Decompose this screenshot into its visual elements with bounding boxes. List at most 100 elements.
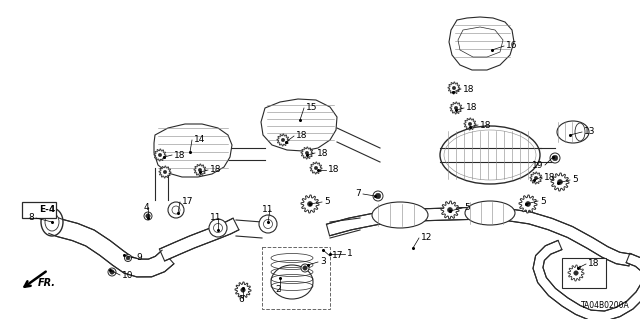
Polygon shape	[261, 99, 337, 151]
Text: 18: 18	[466, 103, 477, 113]
Bar	[262, 247, 330, 309]
Text: 5: 5	[324, 197, 330, 206]
Polygon shape	[235, 282, 251, 298]
Text: 18: 18	[174, 151, 186, 160]
Ellipse shape	[314, 166, 317, 170]
Text: 18: 18	[588, 259, 600, 269]
Ellipse shape	[259, 215, 277, 233]
Text: 18: 18	[210, 166, 221, 174]
Text: 10: 10	[122, 271, 134, 279]
Polygon shape	[450, 102, 462, 114]
Polygon shape	[194, 164, 206, 176]
Ellipse shape	[465, 201, 515, 225]
Text: 6: 6	[238, 295, 244, 305]
Polygon shape	[519, 195, 537, 213]
Text: 15: 15	[306, 103, 317, 113]
Ellipse shape	[301, 264, 309, 272]
Ellipse shape	[305, 151, 308, 155]
Text: 18: 18	[317, 149, 328, 158]
Ellipse shape	[534, 176, 538, 180]
Text: TA04B0200A: TA04B0200A	[581, 301, 630, 310]
Text: E-4: E-4	[39, 205, 55, 214]
Ellipse shape	[373, 191, 383, 201]
Text: 18: 18	[480, 121, 492, 130]
Ellipse shape	[468, 122, 472, 126]
Ellipse shape	[214, 224, 223, 233]
Polygon shape	[551, 173, 569, 191]
Polygon shape	[154, 149, 166, 161]
Ellipse shape	[282, 138, 285, 142]
Polygon shape	[49, 217, 174, 277]
Polygon shape	[301, 195, 319, 213]
Text: 17: 17	[182, 197, 193, 206]
Ellipse shape	[110, 270, 114, 274]
Polygon shape	[464, 118, 476, 130]
Text: 1: 1	[347, 249, 353, 258]
Ellipse shape	[125, 255, 131, 262]
Ellipse shape	[550, 153, 560, 163]
Text: 5: 5	[540, 197, 546, 205]
Ellipse shape	[452, 86, 456, 90]
Text: 9: 9	[136, 254, 141, 263]
Ellipse shape	[146, 214, 150, 218]
Ellipse shape	[45, 213, 59, 231]
Text: 4: 4	[143, 203, 149, 211]
Ellipse shape	[557, 180, 563, 184]
Ellipse shape	[41, 208, 63, 236]
Ellipse shape	[552, 155, 557, 161]
Text: 14: 14	[194, 136, 205, 145]
Polygon shape	[154, 124, 232, 177]
Polygon shape	[159, 218, 239, 261]
Ellipse shape	[108, 268, 116, 276]
Ellipse shape	[574, 271, 578, 275]
Ellipse shape	[168, 202, 184, 218]
Ellipse shape	[375, 193, 381, 199]
Ellipse shape	[209, 219, 227, 237]
Text: 18: 18	[463, 85, 474, 93]
Polygon shape	[159, 166, 171, 178]
Text: 12: 12	[421, 234, 433, 242]
Text: FR.: FR.	[38, 278, 56, 288]
Ellipse shape	[447, 208, 452, 212]
Text: 13: 13	[584, 128, 595, 137]
Ellipse shape	[163, 170, 166, 174]
Polygon shape	[301, 147, 313, 159]
Polygon shape	[277, 134, 289, 146]
Ellipse shape	[440, 126, 540, 184]
Ellipse shape	[303, 266, 307, 270]
Ellipse shape	[557, 121, 589, 143]
Ellipse shape	[271, 265, 313, 299]
Text: 11: 11	[262, 205, 274, 214]
Text: 11: 11	[211, 213, 221, 222]
Text: 18: 18	[544, 173, 556, 182]
Text: 18: 18	[296, 131, 307, 140]
Text: 19: 19	[531, 160, 543, 169]
Text: 8: 8	[28, 213, 34, 222]
Text: 7: 7	[355, 189, 361, 198]
Polygon shape	[326, 207, 631, 266]
Text: 5: 5	[464, 204, 470, 212]
Polygon shape	[441, 201, 459, 219]
Text: 16: 16	[506, 41, 518, 50]
Polygon shape	[533, 241, 640, 319]
Ellipse shape	[525, 202, 531, 206]
Ellipse shape	[264, 219, 273, 228]
Ellipse shape	[158, 153, 162, 157]
Ellipse shape	[172, 206, 180, 214]
Text: 5: 5	[572, 175, 578, 184]
Ellipse shape	[241, 288, 245, 292]
Ellipse shape	[575, 123, 585, 141]
Polygon shape	[530, 172, 542, 184]
Ellipse shape	[126, 256, 130, 260]
Polygon shape	[449, 17, 514, 70]
Ellipse shape	[198, 168, 202, 172]
Text: 17: 17	[332, 251, 344, 261]
Bar	[562, 258, 606, 288]
Ellipse shape	[454, 106, 458, 110]
Text: 18: 18	[328, 166, 339, 174]
Ellipse shape	[144, 212, 152, 220]
Text: 3: 3	[320, 257, 326, 266]
Polygon shape	[568, 265, 584, 281]
Bar	[22, 202, 56, 218]
Polygon shape	[310, 162, 322, 174]
